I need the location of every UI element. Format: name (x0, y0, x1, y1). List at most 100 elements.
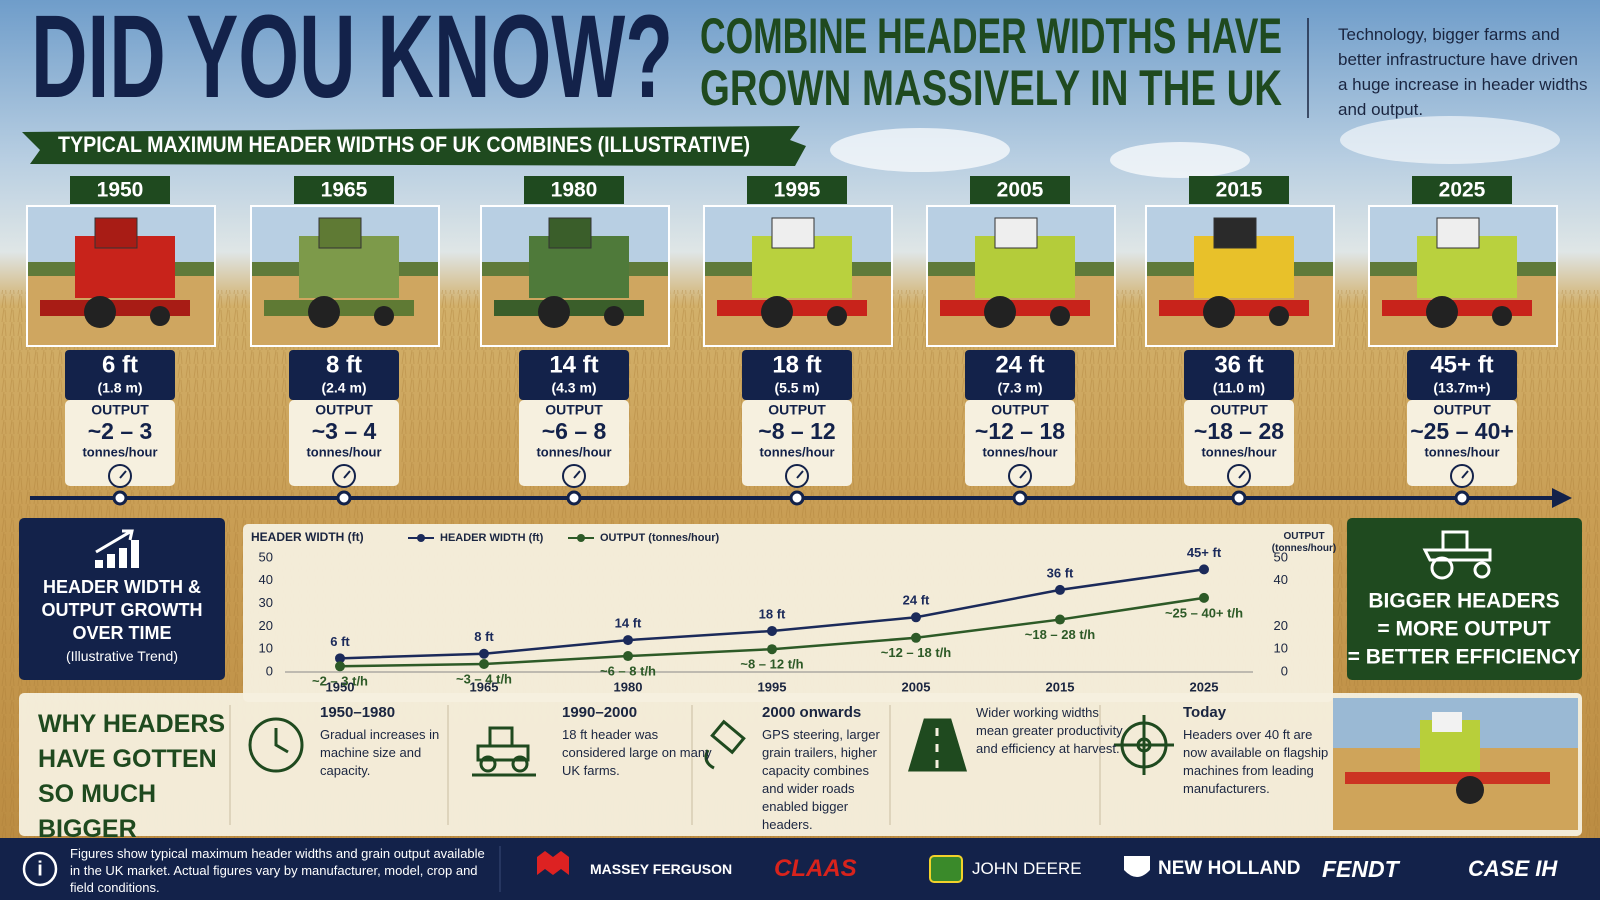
output: ~3 – 4 (312, 418, 377, 444)
combine-cab (94, 217, 138, 249)
output-label: OUTPUT (545, 402, 603, 418)
data-label: 14 ft (615, 616, 642, 631)
combine-photo (926, 205, 1116, 347)
callout-text: = BETTER EFFICIENCY (1348, 646, 1581, 669)
legend-label: OUTPUT (tonnes/hour) (600, 532, 719, 544)
gauge-icon (119, 470, 127, 479)
combine-cab (771, 217, 815, 249)
output-label: OUTPUT (91, 402, 149, 418)
data-label: 24 ft (903, 593, 930, 608)
width-metric: (2.4 m) (321, 380, 366, 396)
data-point (335, 661, 345, 672)
x-tick-label: 2015 (1046, 679, 1075, 694)
combine-cab (318, 217, 362, 249)
combine-wheel (374, 306, 394, 326)
output-unit: tonnes/hour (1424, 444, 1499, 459)
year-box (747, 176, 847, 204)
output-unit: tonnes/hour (536, 444, 611, 459)
reason-text: Gradual increases in machine size and ca… (320, 727, 440, 778)
year-box (70, 176, 170, 204)
footer (0, 838, 1600, 900)
combine-wheel (1050, 306, 1070, 326)
callout-text: = MORE OUTPUT (1377, 618, 1550, 641)
reason-title: 2000 onwards (762, 704, 862, 721)
data-point (1199, 564, 1209, 575)
timeline-dot (566, 490, 582, 506)
width: 36 ft (1214, 351, 1263, 378)
y2-axis-label: OUTPUT (tonnes/hour) (1271, 531, 1337, 554)
output-box (289, 400, 399, 486)
timeline-dot (112, 490, 128, 506)
gauge-icon (562, 464, 586, 488)
cloud (830, 128, 1010, 172)
data-point (1199, 592, 1209, 603)
cloud (1340, 116, 1560, 164)
reason-title: 1990–2000 (562, 704, 638, 721)
combine-photo (1145, 205, 1335, 347)
output-unit: tonnes/hour (982, 444, 1057, 459)
combine-photo (703, 205, 893, 347)
chart-panel (243, 524, 1333, 702)
year-box (294, 176, 394, 204)
output-label: OUTPUT (1433, 402, 1491, 418)
output-box (965, 400, 1075, 486)
width-box (1407, 350, 1517, 400)
output-unit: tonnes/hour (82, 444, 157, 459)
brand-logo: FENDT (1322, 856, 1399, 882)
gauge-icon (1461, 470, 1469, 479)
width-metric: (5.5 m) (774, 380, 819, 396)
width-metric: (4.3 m) (551, 380, 596, 396)
y-tick-label: 50 (259, 549, 273, 564)
output-label: OUTPUT (768, 402, 826, 418)
timeline-dot (1231, 490, 1247, 506)
gauge-icon (1450, 464, 1474, 488)
callout-text: BIGGER HEADERS (1368, 590, 1559, 613)
data-label: 45+ ft (1187, 545, 1222, 560)
data-label: ~25 – 40+ t/h (1165, 605, 1243, 620)
output-label: OUTPUT (1210, 402, 1268, 418)
width-box (65, 350, 175, 400)
output-label: OUTPUT (991, 402, 1049, 418)
width-metric: (1.8 m) (97, 380, 142, 396)
data-label: ~12 – 18 t/h (881, 645, 952, 660)
gauge-icon (343, 470, 351, 479)
timeline-dot (1454, 490, 1470, 506)
width-box (519, 350, 629, 400)
output: ~2 – 3 (88, 418, 153, 444)
output-box (1184, 400, 1294, 486)
combine-wheel (1426, 296, 1458, 328)
output-unit: tonnes/hour (759, 444, 834, 459)
output: ~8 – 12 (758, 418, 835, 444)
combine-wheel (1203, 296, 1235, 328)
reason-title: Today (1183, 704, 1227, 721)
output-label: OUTPUT (315, 402, 373, 418)
data-label: 36 ft (1047, 565, 1074, 580)
brand-logo: NEW HOLLAND (1158, 858, 1301, 879)
data-label: ~2 – 3 t/h (312, 674, 368, 689)
combine-wheel (827, 306, 847, 326)
info-icon: i (37, 858, 43, 880)
y2-tick-label: 0 (1281, 663, 1288, 678)
combine-wheel (1492, 306, 1512, 326)
year-box (970, 176, 1070, 204)
brand-logo: CASE IH (1468, 856, 1558, 881)
combine-wheel (761, 296, 793, 328)
width: 6 ft (102, 351, 138, 378)
gauge-icon (1227, 464, 1251, 488)
data-point (911, 632, 921, 643)
combine-photo (26, 205, 216, 347)
output-box (519, 400, 629, 486)
timeline-arrow (1552, 488, 1572, 508)
jd-logo (929, 855, 963, 883)
width-metric: (7.3 m) (997, 380, 1042, 396)
width: 8 ft (326, 351, 362, 378)
banner (22, 126, 806, 166)
output-box (65, 400, 175, 486)
combine-wheel (984, 296, 1016, 328)
timeline-dot (336, 490, 352, 506)
combine-photo (480, 205, 670, 347)
data-point (479, 659, 489, 670)
data-point (767, 644, 777, 655)
reason-title: 1950–1980 (320, 704, 396, 721)
trend-icon (95, 529, 134, 554)
